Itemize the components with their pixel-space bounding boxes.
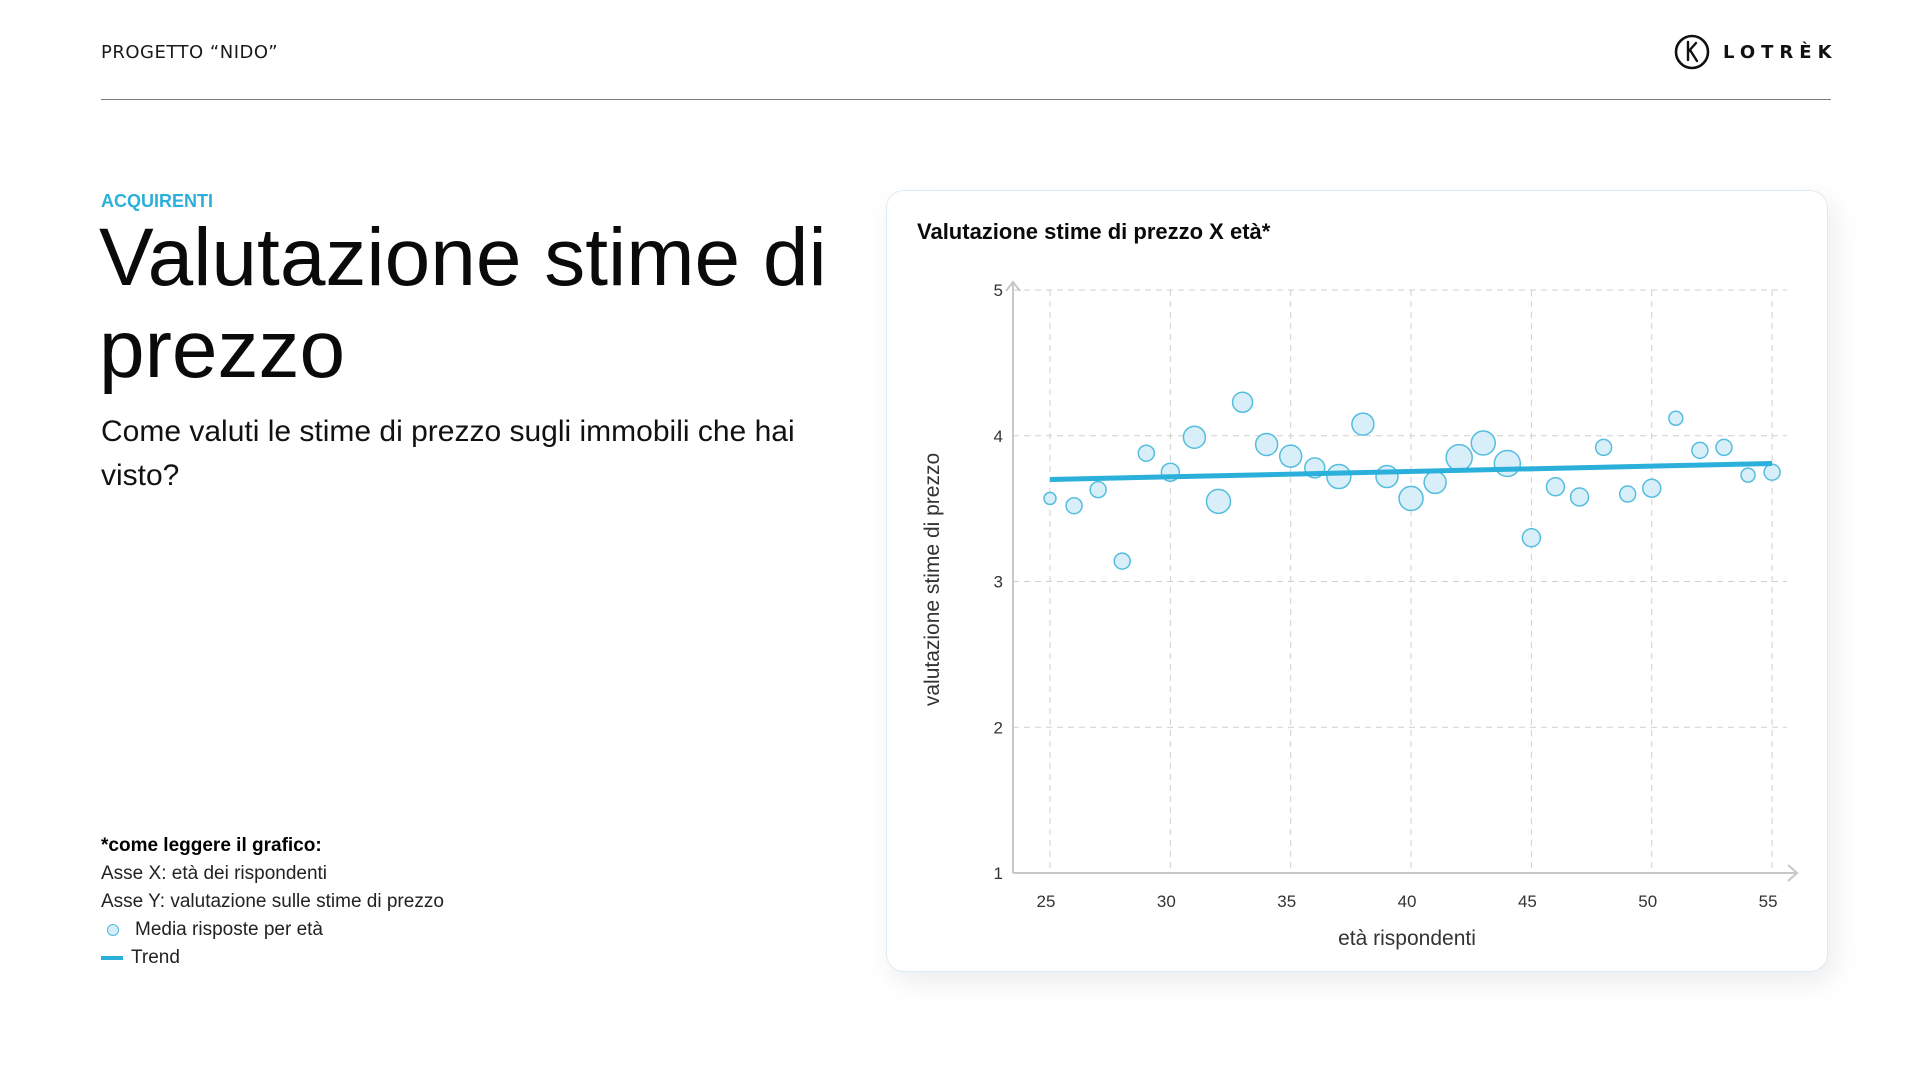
legend-x-axis: Asse X: età dei rispondenti [101, 863, 328, 884]
legend-item-points: Media risposte per età [101, 916, 444, 944]
data-point [1521, 528, 1542, 548]
data-point [1065, 496, 1083, 515]
data-point [1740, 467, 1756, 483]
section-eyebrow: ACQUIRENTI [101, 191, 213, 211]
y-tick-label: 4 [994, 427, 1003, 446]
legend-y-axis: Asse Y: valutazione sulle stime di prezz… [101, 891, 444, 912]
data-point [1763, 463, 1781, 481]
data-point [1182, 425, 1207, 449]
circle-marker-icon [107, 924, 119, 936]
data-point [1445, 443, 1473, 472]
data-point [1594, 438, 1613, 457]
data-point [1470, 430, 1497, 456]
x-tick-label: 40 [1398, 892, 1417, 911]
data-point [1691, 441, 1709, 460]
x-tick-label: 25 [1037, 892, 1056, 911]
chart-title: Valutazione stime di prezzo X età* [917, 219, 1271, 244]
chart-reading-guide: *come leggere il grafico: Asse X: età de… [101, 832, 444, 972]
legend-trend-label: Trend [131, 947, 180, 968]
k-circle-logo-icon [1674, 34, 1710, 70]
data-point [1493, 449, 1522, 478]
data-point [1642, 478, 1662, 498]
data-point [1254, 432, 1279, 457]
legend-item-trend: Trend [101, 944, 444, 972]
data-point [1618, 485, 1637, 503]
data-point [1089, 480, 1107, 499]
data-point [1326, 463, 1352, 490]
brand-logo: LOTRÈK [1673, 33, 1838, 71]
x-axis-arrow-icon [1787, 864, 1799, 882]
x-tick-label: 45 [1518, 892, 1537, 911]
legend-heading: *come leggere il grafico: [101, 835, 322, 856]
y-axis-label: valutazione stime di prezzo [921, 453, 944, 706]
x-tick-label: 35 [1277, 892, 1296, 911]
legend-points-label: Media risposte per età [135, 919, 323, 940]
data-point [1569, 487, 1590, 507]
y-axis-arrow-icon [1005, 280, 1021, 292]
trend-line-icon [101, 956, 123, 960]
data-point [1715, 438, 1733, 457]
x-axis-label: età rispondenti [1338, 927, 1476, 950]
y-tick-label: 2 [994, 718, 1003, 737]
data-point [1545, 477, 1566, 497]
data-point [1668, 410, 1684, 427]
y-tick-label: 3 [994, 573, 1003, 592]
header-divider [101, 99, 1831, 100]
x-tick-label: 30 [1157, 892, 1176, 911]
data-point [1398, 485, 1424, 512]
y-tick-label: 1 [994, 864, 1003, 883]
page-subtitle: Come valuti le stime di prezzo sugli imm… [101, 415, 795, 492]
data-point [1423, 470, 1447, 495]
data-point [1231, 391, 1254, 413]
x-tick-label: 55 [1759, 892, 1778, 911]
data-point [1043, 491, 1057, 506]
y-tick-label: 5 [994, 281, 1003, 300]
logo-text: LOTRÈK [1723, 41, 1838, 63]
data-point [1351, 412, 1375, 436]
data-point [1137, 444, 1156, 462]
data-point [1375, 464, 1399, 489]
data-point [1113, 552, 1131, 570]
data-point [1278, 444, 1303, 468]
data-point [1205, 488, 1232, 515]
project-title: PROGETTO “NIDO” [101, 42, 279, 63]
trend-line [1049, 460, 1773, 482]
page-title: Valutazione stime di prezzo [99, 212, 827, 395]
x-tick-label: 50 [1638, 892, 1657, 911]
